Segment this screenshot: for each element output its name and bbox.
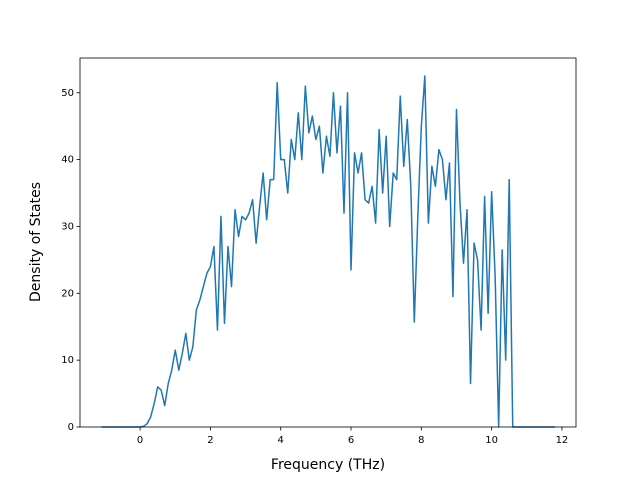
plot-frame <box>79 57 577 428</box>
x-tick-label: 12 <box>556 435 569 446</box>
y-tick-label: 0 <box>68 422 74 433</box>
x-axis-label: Frequency (THz) <box>271 457 385 473</box>
y-tick-label: 10 <box>61 355 74 366</box>
x-tick-label: 2 <box>207 435 213 446</box>
x-tick-label: 8 <box>418 435 424 446</box>
line-series <box>101 75 555 428</box>
y-axis-label: Density of States <box>28 182 44 302</box>
y-tick-label: 30 <box>61 221 74 232</box>
x-tick-label: 6 <box>348 435 354 446</box>
y-tick-label: 50 <box>61 88 74 99</box>
x-tick-label: 0 <box>137 435 143 446</box>
x-tick-label: 4 <box>278 435 284 446</box>
y-tick-label: 40 <box>61 155 74 166</box>
y-tick-label: 20 <box>61 288 74 299</box>
x-tick-label: 10 <box>485 435 498 446</box>
